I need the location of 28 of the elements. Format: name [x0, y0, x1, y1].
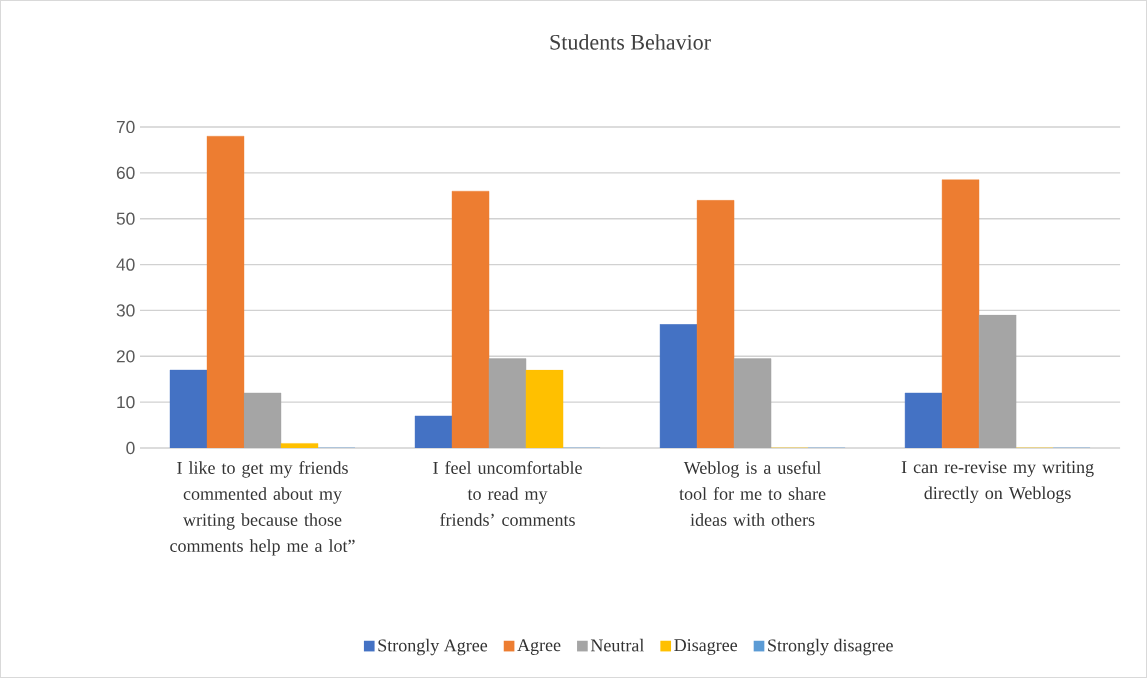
y-tick-label: 40 [116, 258, 135, 271]
bar [280, 443, 319, 449]
x-tick-label: I feel uncomfortable to read my friends’ comments [433, 461, 582, 526]
y-tick-label: 0 [126, 441, 135, 455]
x-tick-label: I can re-revise my writing directly on Weblogs [901, 461, 1094, 503]
y-tick-label: 20 [116, 350, 135, 363]
x-tick-label: I like to get my friends commented about my writing because those comments help me a lot” [170, 461, 355, 556]
bar [488, 358, 527, 449]
bar [733, 358, 772, 449]
bar [525, 369, 564, 449]
y-tick-label: 50 [116, 212, 135, 225]
chart-title: Students Behavior [550, 34, 711, 50]
y-tick-label: 70 [116, 120, 135, 134]
legend-label: Agree [517, 639, 561, 655]
bar [696, 200, 735, 449]
y-tick-label: 30 [116, 304, 135, 317]
bar [243, 392, 282, 449]
legend-label: Disagree [674, 639, 738, 655]
legend-label: Strongly Agree [378, 638, 488, 656]
x-tick-label: Weblog is a useful tool for me to share ideas with others [679, 461, 826, 526]
bar [978, 314, 1017, 449]
bar [206, 135, 245, 449]
y-tick-label: 10 [117, 396, 135, 409]
bar [941, 179, 980, 449]
bar [451, 190, 490, 449]
legend-label: Neutral [590, 638, 645, 652]
y-tick-label: 60 [116, 166, 135, 179]
legend-label: Strongly disagree [768, 638, 893, 656]
